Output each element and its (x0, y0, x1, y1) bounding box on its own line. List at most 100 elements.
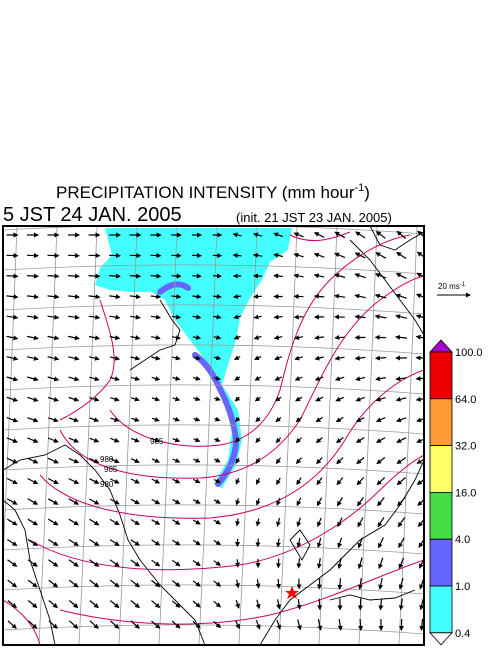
wind-arrow (48, 600, 58, 609)
wind-arrow (27, 518, 39, 526)
wind-arrow (213, 457, 221, 463)
wind-arrow (395, 293, 407, 299)
wind-arrow (89, 579, 100, 588)
wind-arrow (6, 335, 19, 341)
wind-arrow (68, 620, 79, 629)
wind-arrow (273, 314, 283, 320)
parallel (3, 264, 424, 275)
parallel (3, 226, 424, 235)
wind-arrow (68, 579, 79, 588)
wind-arrow (6, 477, 18, 485)
wind-arrow (26, 273, 39, 279)
meridian (78, 226, 98, 645)
wind-arrow (68, 600, 79, 609)
wind-arrow (7, 600, 17, 609)
wind-arrow (355, 437, 365, 444)
wind-arrow (254, 375, 262, 381)
wind-arrow (193, 478, 201, 484)
wind-arrow (109, 376, 120, 382)
pressure-contours (3, 231, 424, 645)
wind-arrow (375, 231, 386, 239)
meridian (38, 226, 58, 645)
wind-arrow (416, 272, 424, 278)
colorbar-label: 64.0 (455, 394, 476, 406)
init-time: (init. 21 JST 23 JAN. 2005) (236, 210, 392, 225)
wind-arrow (314, 335, 324, 341)
wind-arrow (110, 396, 120, 402)
wind-scale-text: 20 ms (438, 282, 460, 291)
wind-arrow (130, 437, 140, 443)
wind-arrow (130, 518, 140, 526)
wind-arrow (130, 355, 141, 361)
wind-arrow (235, 416, 241, 423)
wind-arrow (193, 457, 201, 463)
wind-arrow (151, 335, 161, 341)
wind-arrow (235, 620, 240, 630)
parallel (3, 344, 424, 355)
wind-arrow (213, 499, 221, 504)
wind-arrow (48, 538, 59, 547)
colorbar-box (429, 351, 453, 400)
wind-arrow (193, 416, 201, 422)
wind-arrow (336, 497, 344, 507)
wind-arrow (68, 457, 80, 464)
wind-arrow (355, 231, 366, 239)
wind-arrow (68, 518, 80, 526)
wind-arrow (192, 335, 202, 340)
wind-arrow (129, 294, 141, 300)
wind-arrow (396, 230, 407, 239)
wind-arrow (274, 376, 282, 381)
wind-arrow (232, 232, 242, 238)
colorbar-label: 4.0 (455, 534, 470, 546)
wind-arrow (6, 376, 19, 382)
wind-arrow (337, 557, 343, 570)
wind-arrow (315, 416, 323, 423)
wind-arrow (110, 437, 120, 443)
wind-arrow (214, 396, 221, 402)
wind-arrow (273, 273, 283, 279)
wind-arrow (89, 437, 100, 443)
wind-arrow (6, 498, 18, 505)
wind-arrow (48, 559, 59, 567)
wind-arrow (337, 517, 343, 528)
wind-arrow (171, 314, 182, 320)
wind-arrow (109, 294, 121, 300)
wind-arrow (109, 314, 121, 320)
wind-arrow (27, 314, 39, 320)
wind-scale-exponent: -1 (460, 282, 466, 288)
wind-arrow (255, 619, 261, 630)
wind-arrow (7, 538, 18, 547)
wind-arrow (27, 600, 38, 609)
meridian (238, 226, 258, 645)
wind-arrow (334, 293, 346, 299)
wind-arrow (193, 396, 201, 402)
contour-label: 985 (150, 437, 164, 446)
wind-arrow (109, 498, 120, 505)
wind-arrow (235, 579, 240, 589)
colorbar: 100.0 64.0 32.0 16.0 4.0 1.0 0.4 (429, 339, 483, 646)
wind-arrow (295, 457, 302, 465)
wind-arrow (315, 437, 323, 444)
colorbar-box (429, 538, 453, 587)
wind-arrow (296, 517, 302, 528)
wind-arrow (129, 273, 142, 279)
wind-arrow (213, 375, 221, 381)
wind-arrow (151, 519, 161, 525)
wind-arrow (235, 518, 241, 527)
wind-arrow (398, 537, 405, 549)
wind-arrow (213, 334, 222, 340)
parallel (3, 584, 424, 595)
wind-arrow (172, 498, 181, 505)
wind-arrow (213, 600, 222, 608)
wind-arrow (255, 538, 261, 548)
wind-arrow (255, 599, 261, 610)
wind-arrow (171, 559, 181, 567)
wind-arrow (256, 477, 261, 485)
wind-arrow (89, 376, 100, 382)
wind-arrow (295, 437, 303, 444)
wind-arrow (27, 498, 39, 505)
wind-arrow (48, 579, 59, 588)
wind-arrow (26, 294, 39, 300)
wind-arrow (47, 314, 60, 320)
